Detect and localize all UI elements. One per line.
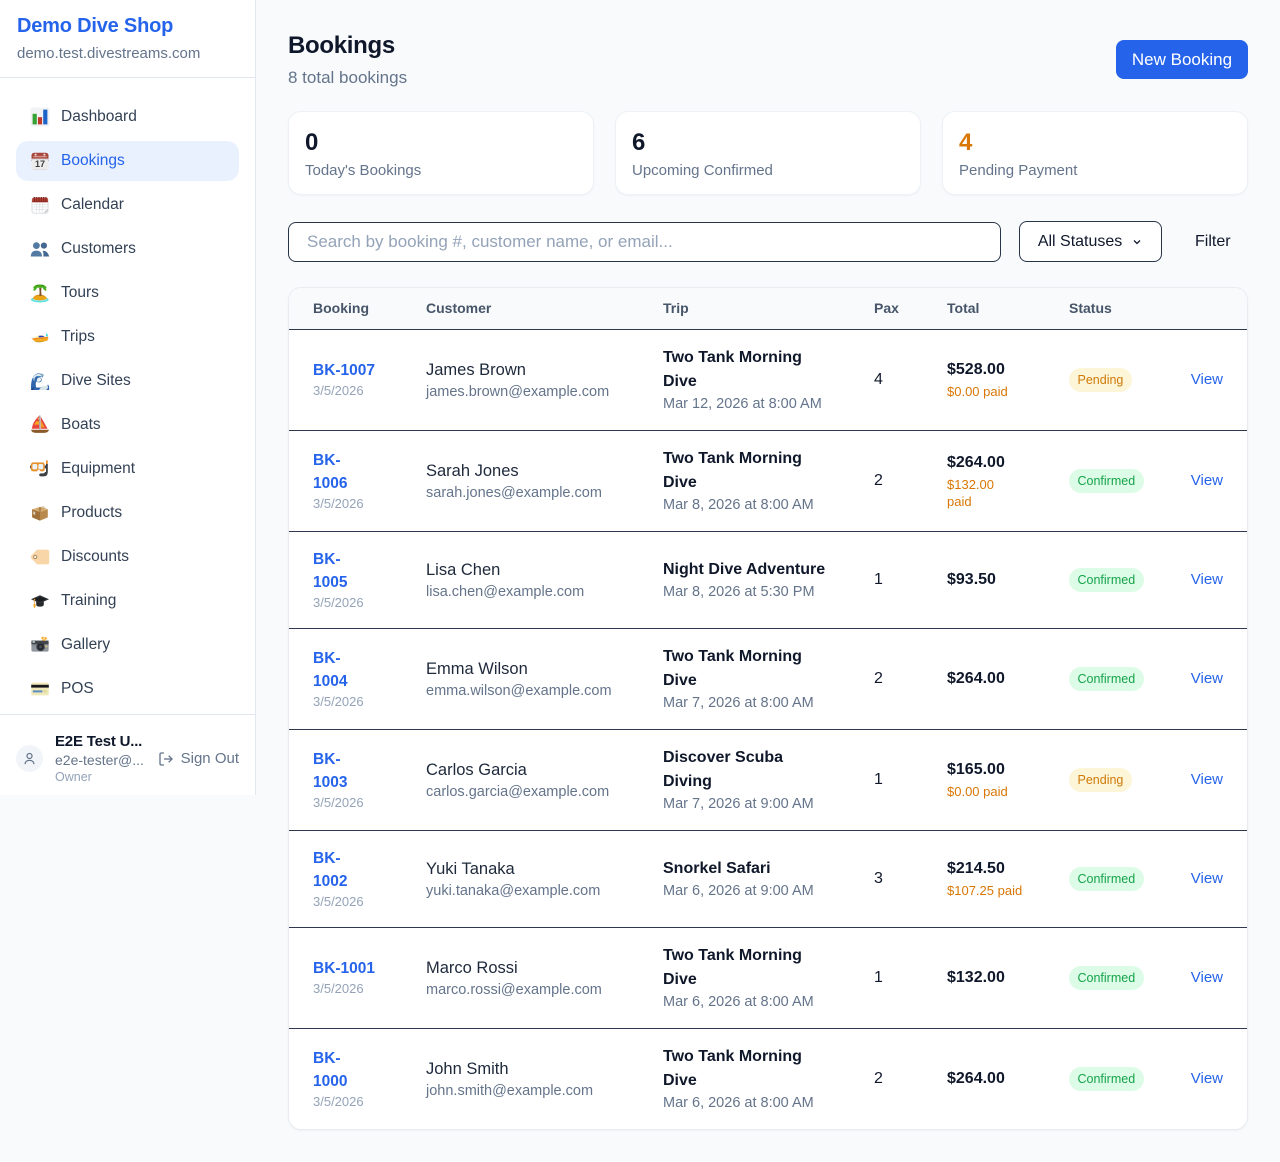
- svg-text:17: 17: [35, 159, 45, 169]
